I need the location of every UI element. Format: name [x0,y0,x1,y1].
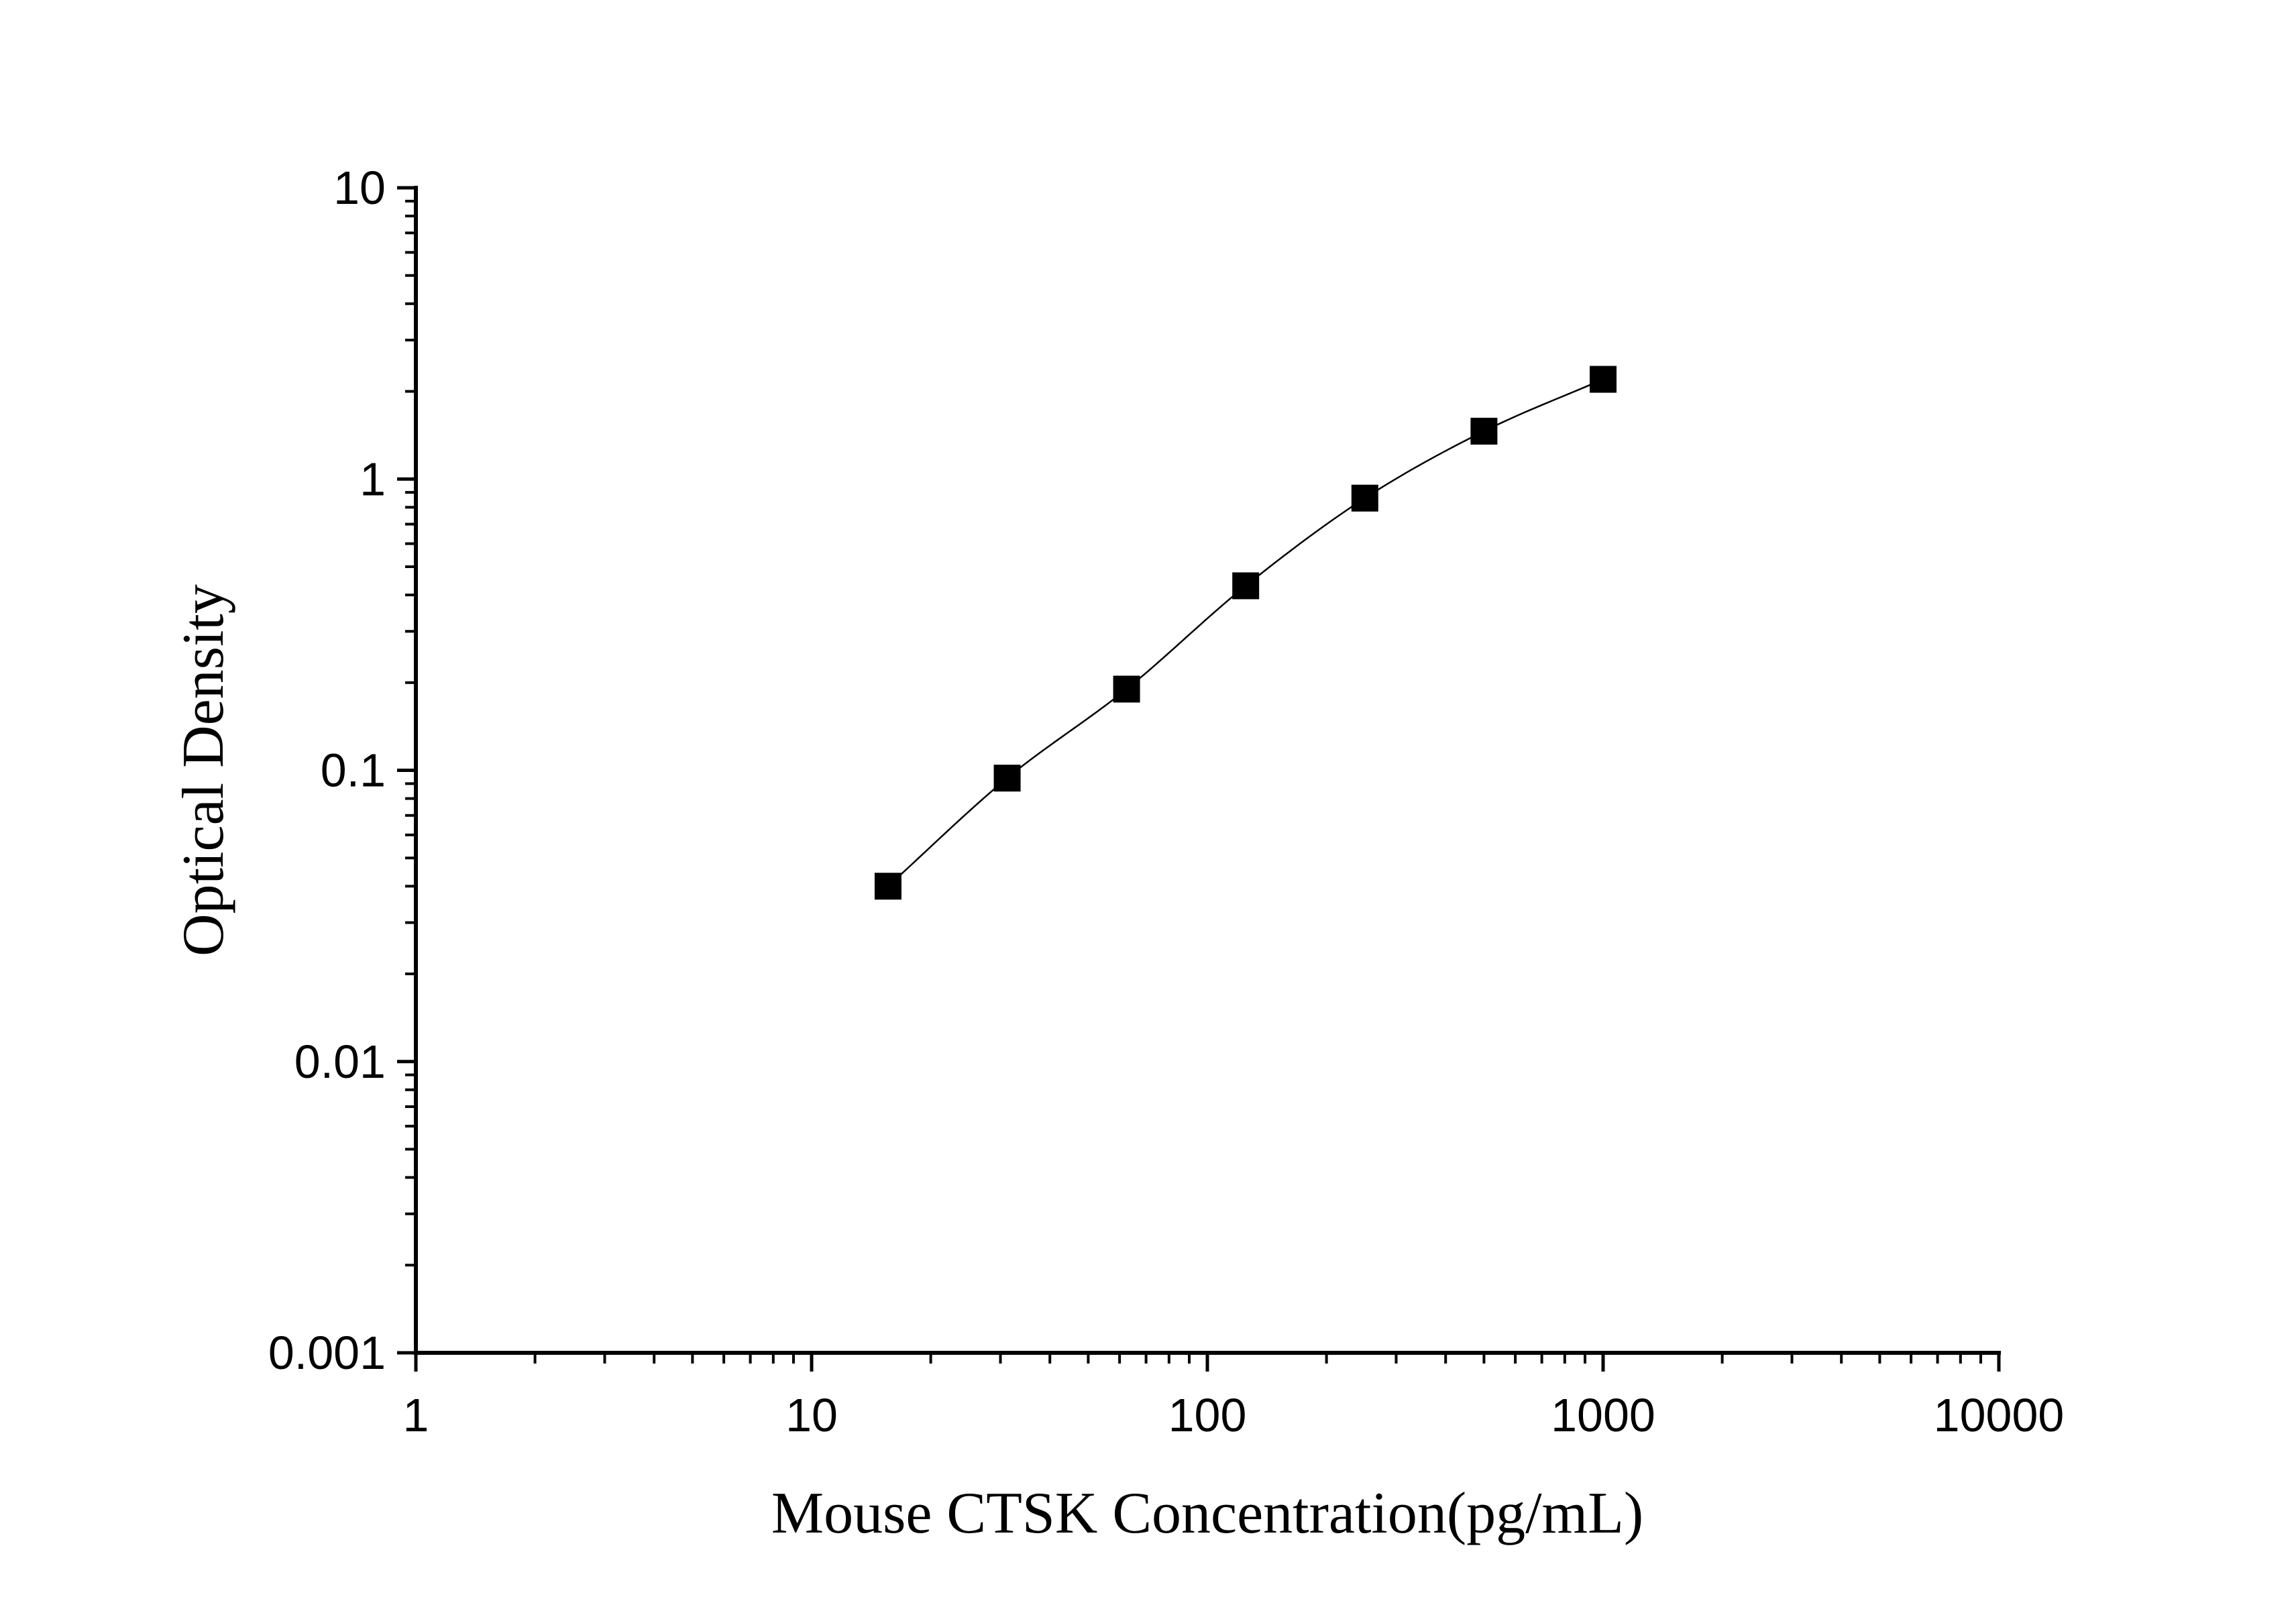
x-tick-label: 1000 [1551,1389,1655,1441]
y-tick-label: 0.1 [321,744,386,797]
axes: 0.001 0.01 0.1 1 10 1 10 100 1000 10000 [268,162,2065,1441]
fit-curve [887,378,1604,887]
y-axis-title: Optical Density [171,584,236,956]
x-tick-label: 10 [785,1389,838,1441]
data-points-layer [874,366,1617,900]
data-point [1590,366,1617,393]
x-tick-label: 10000 [1934,1389,2065,1441]
y-tick-label: 0.001 [268,1327,386,1379]
data-point [1470,417,1498,445]
y-tick-label: 1 [360,453,386,505]
data-point [1232,572,1260,600]
x-tick-label: 1 [403,1389,429,1441]
y-tick-label: 0.01 [294,1036,386,1088]
data-point [1351,484,1378,512]
data-point [874,873,901,900]
y-tick-label: 10 [333,162,386,214]
y-axis-ticks: 0.001 0.01 0.1 1 10 [268,162,416,1379]
data-point [1113,675,1140,703]
x-tick-label: 100 [1168,1389,1247,1441]
x-axis-ticks: 1 10 100 1000 10000 [403,1353,2065,1441]
data-point [993,765,1021,792]
fit-curve-layer [887,378,1604,887]
x-axis-title: Mouse CTSK Concentration(pg/mL) [771,1481,1643,1546]
